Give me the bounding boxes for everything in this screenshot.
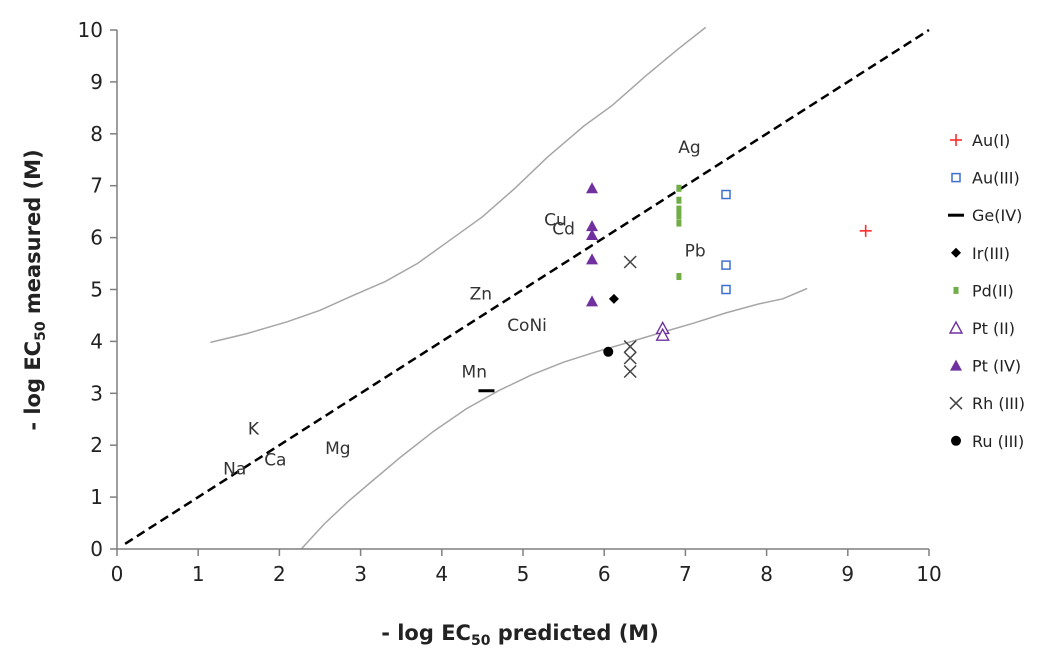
x-tick-label: 3	[354, 562, 367, 586]
data-points	[478, 182, 872, 393]
metal-label: Na	[223, 460, 246, 480]
legend-label: Pd(II)	[972, 281, 1014, 300]
legend-item: Pt (IV)	[950, 357, 1021, 376]
y-tick-label: 2	[90, 433, 103, 457]
x-tick-label: 7	[679, 562, 692, 586]
y-tick-label: 10	[78, 18, 103, 42]
legend-marker	[953, 286, 959, 294]
y-tick-label: 5	[90, 278, 103, 302]
legend-label: Au(III)	[972, 169, 1020, 188]
axes: 0 1 2 3 4 5 6 7 8 9 10 0 1 2 3 4 5 6 7 8 9 10	[78, 18, 942, 586]
metal-label: Cd	[552, 219, 575, 239]
legend-marker	[950, 359, 962, 371]
y-tick-label: 3	[90, 381, 103, 405]
x-tick-label: 1	[192, 562, 205, 586]
y-tick-label: 0	[90, 537, 103, 561]
legend-label: Ir(III)	[972, 244, 1010, 263]
y-tick-label: 9	[90, 70, 103, 94]
legend-item: Au(I)	[950, 131, 1010, 150]
legend-label: Au(I)	[972, 131, 1010, 150]
x-axis-title: - log EC50 predicted (M)	[381, 621, 659, 649]
metal-label: Ag	[678, 138, 700, 158]
identity-line	[124, 28, 930, 545]
data-point	[586, 229, 599, 241]
metal-label: Pb	[685, 242, 706, 262]
data-point	[676, 196, 682, 204]
data-point	[623, 364, 637, 379]
x-tick-label: 4	[435, 562, 448, 586]
data-point	[586, 220, 599, 232]
prediction-bands	[210, 26, 808, 550]
y-tick-label: 7	[90, 174, 103, 198]
legend-item: Ge(IV)	[948, 206, 1022, 225]
legend-marker	[951, 247, 961, 258]
lower-band-curve	[300, 287, 808, 550]
data-point	[623, 340, 637, 354]
data-point	[721, 260, 731, 270]
metal-label: Zn	[470, 285, 492, 305]
data-point	[608, 293, 619, 304]
x-tick-label: 2	[273, 562, 286, 586]
data-point	[623, 255, 637, 269]
x-tick-label: 10	[916, 562, 941, 586]
x-tick-label: 8	[760, 562, 773, 586]
y-axis-title: - log EC50 measured (M)	[21, 149, 49, 430]
legend-label: Ge(IV)	[972, 206, 1022, 225]
upper-band-curve	[210, 26, 707, 344]
data-point	[676, 184, 682, 192]
legend-marker	[951, 435, 961, 446]
legend-marker	[949, 396, 963, 410]
legend-item: Ir(III)	[951, 244, 1010, 263]
y-tick-label: 1	[90, 485, 103, 509]
legend-label: Ru (III)	[972, 432, 1024, 451]
data-point	[721, 189, 731, 200]
metal-label: CoNi	[507, 316, 547, 336]
data-point	[721, 284, 731, 295]
legend-label: Rh (III)	[972, 394, 1025, 413]
legend-item: Au(III)	[951, 169, 1020, 188]
legend-label: Pt (II)	[972, 319, 1015, 338]
metal-label: K	[248, 420, 260, 440]
data-point	[676, 219, 682, 227]
legend-marker	[948, 320, 964, 334]
y-tick-label: 6	[90, 226, 103, 250]
data-point	[676, 212, 682, 220]
data-point	[586, 295, 599, 307]
data-point	[603, 346, 614, 357]
metal-label: Mn	[462, 363, 487, 383]
data-point	[676, 273, 682, 281]
x-tick-label: 9	[841, 562, 854, 586]
metal-label: Mg	[325, 439, 350, 459]
legend-label: Pt (IV)	[972, 357, 1021, 376]
legend-item: Pd(II)	[953, 281, 1014, 300]
data-point	[859, 224, 872, 237]
data-point	[676, 205, 682, 213]
metal-label: Ca	[264, 451, 286, 471]
x-tick-label: 5	[517, 562, 530, 586]
legend-marker	[951, 172, 961, 183]
legend-item: Pt (II)	[948, 319, 1015, 338]
x-tick-label: 0	[111, 562, 124, 586]
legend-marker	[950, 134, 962, 146]
data-point	[586, 253, 599, 265]
y-tick-label: 8	[90, 122, 103, 146]
legend-item: Ru (III)	[951, 432, 1024, 451]
metal-label: Cu	[544, 210, 567, 230]
data-point	[655, 327, 670, 341]
legend-item: Rh (III)	[949, 394, 1025, 413]
x-tick-label: 6	[598, 562, 611, 586]
data-point	[586, 182, 599, 194]
y-tick-label: 4	[90, 329, 103, 353]
identity-line-group	[124, 28, 930, 545]
data-point	[623, 351, 637, 365]
legend: Au(I) Au(III) Ge(IV) Ir(III) Pd(II) Pt (II) Pt…	[948, 131, 1025, 451]
